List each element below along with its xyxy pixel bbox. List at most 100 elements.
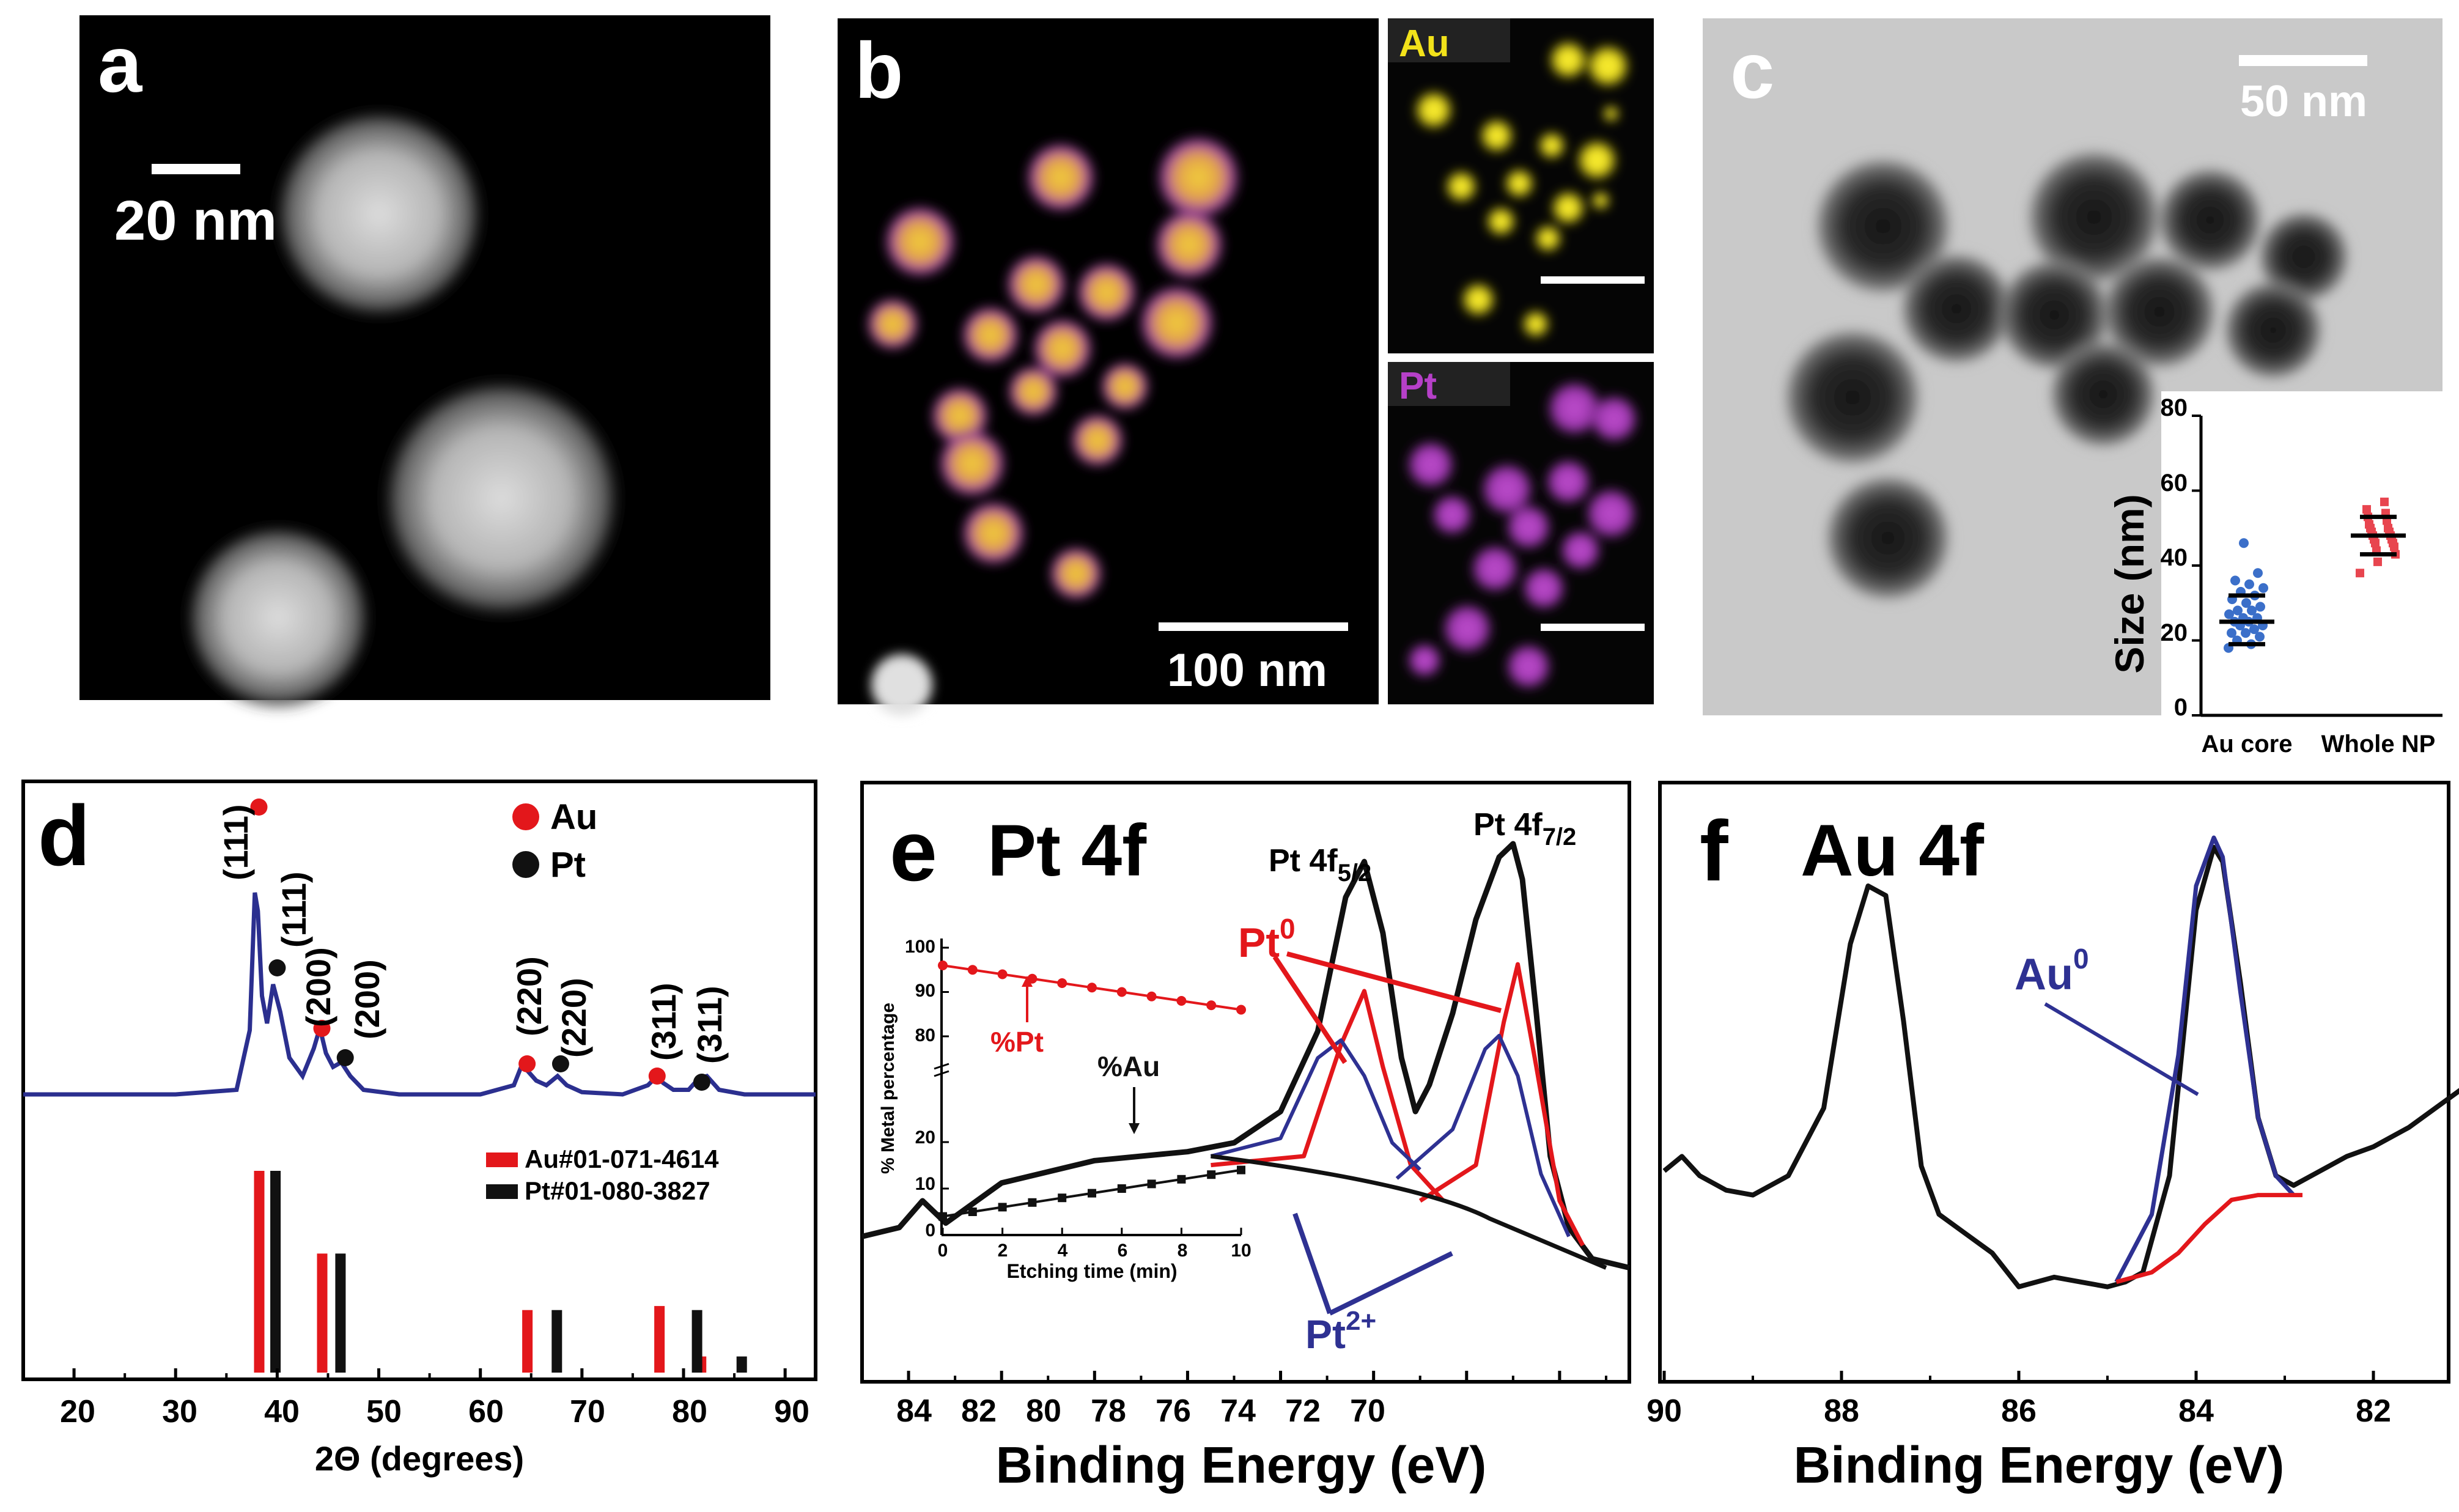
nanoparticle [871,654,932,715]
etch-label-au: %Au [1097,1050,1160,1082]
nanoparticle [1137,283,1217,363]
nanoparticle [1405,439,1456,490]
size-category-au-core: Au core [2202,731,2293,758]
panel-a-letter: a [98,20,143,109]
au-map-label-box [1388,18,1510,62]
xrd-xtick: 60 [468,1394,504,1429]
xps-pt-measured-line [861,841,1631,1270]
panel-f-title: Au 4f [1801,809,1985,891]
au-core-point [2247,605,2257,616]
au-reference-peak [254,1171,265,1373]
nanoparticle [1005,253,1068,316]
whole-np-point [2356,569,2364,578]
xrd-peak-label: (220) [510,956,548,1036]
nanoparticle [1583,486,1639,541]
xrd-xtick: 40 [264,1394,300,1429]
au-core-point [2241,598,2251,608]
au-map-label: Au [1399,23,1450,65]
nanoparticle [1152,208,1226,281]
xps-pt-xtick: 84 [896,1393,932,1429]
pt2-pointer-line [1292,1212,1332,1315]
nanoparticle [1069,412,1126,468]
pt-reference-peak [335,1253,346,1373]
etch-arrow-pt-head [1022,976,1033,987]
au-core-point [2233,605,2243,616]
pt-peak-marker [336,1049,354,1066]
xps-pt2-52-fit [1210,1038,1421,1171]
whole-np-point [2380,497,2389,506]
au0-pointer-line [2044,1002,2199,1096]
etch-ytick: 90 [915,981,935,1001]
etch-xtick: 10 [1231,1241,1251,1261]
xrd-xtick: 80 [672,1394,707,1429]
xrd-pattern-line [23,892,816,1097]
etch-xlabel: Etching time (min) [1006,1260,1177,1282]
nanoparticle [1006,364,1060,418]
panel-b-main-map [838,18,1379,704]
nanoparticle [1521,565,1567,611]
etch-au-point [1207,1170,1216,1179]
xrd-peak-label: (220) [555,978,593,1058]
xps-au-xtick: 90 [1646,1393,1682,1429]
nanoparticle [1503,168,1535,199]
nanoparticle [1544,457,1593,506]
axis-break [934,1063,949,1070]
xps-pt-xtick: 70 [1350,1393,1385,1429]
legend-pt-marker [512,851,539,878]
xrd-xtick: 30 [162,1394,197,1429]
xrd-peak-label: (200) [348,959,386,1039]
size-ytick: 40 [2161,544,2188,571]
etch-au-point [998,1203,1007,1212]
etch-ytick: 20 [915,1127,935,1148]
au-core-point [2230,575,2240,586]
panel-f-letter: f [1700,803,1728,899]
etch-pt-point [1206,1000,1217,1011]
xps-au-background [2115,1193,2302,1285]
au-core-point [2239,538,2249,548]
nanoparticle [1547,39,1589,81]
etch-pt-point [1146,991,1157,1001]
panel-a-scale-bar [152,164,240,174]
xps-au-xtick: 84 [2178,1393,2214,1429]
legend-au-marker [512,803,539,830]
au-peak-marker [648,1068,666,1085]
size-ylabel: Size (nm) [2107,494,2152,673]
etch-ytick: 10 [915,1174,935,1194]
etch-xtick: 6 [1118,1241,1128,1261]
pt-map-label-box [1388,362,1510,406]
nanoparticle [1460,281,1497,318]
panel-e-title: Pt 4f [987,809,1147,891]
panel-d-letter: d [38,787,90,883]
au-peak-marker [518,1055,536,1072]
panel-d: d (111)(111)(200) (200) (220) (220) (311) (31… [21,780,817,1478]
xps-pt0-72-fit [1418,962,1585,1247]
nanoparticle [1780,325,1925,470]
etch-au-point [1058,1193,1067,1203]
xrd-peak-label: (311) [690,986,729,1064]
nanoparticle [1558,528,1602,572]
xrd-peak-label: (111) [216,804,255,880]
nanoparticle [960,304,1021,366]
nanoparticle [1485,205,1517,237]
nanoparticle [1898,250,2015,367]
legend-pt-label: Pt [550,845,586,885]
nanoparticle [1099,361,1151,412]
nanoparticle [1521,309,1550,339]
etch-pt-point [997,969,1008,979]
panel-b: b 100 nm Au Pt [838,18,1654,715]
xrd-xtick: 50 [366,1394,402,1429]
au-core-point [2249,624,2259,635]
xps-pt-xtick: 82 [961,1393,997,1429]
etch-arrow-au-head [1129,1123,1140,1134]
pt-reference-peak [736,1356,747,1373]
nanoparticle [1469,543,1521,594]
pt-map-scale-bar [1541,624,1645,631]
ref-legend-pt-swatch [486,1184,518,1199]
nanoparticle [379,376,624,621]
etch-au-point [1028,1198,1037,1207]
xps-pt-xtick: 76 [1156,1393,1191,1429]
xps-pt-xtick: 72 [1285,1393,1321,1429]
panel-b-scale-bar [1159,622,1348,631]
au-core-point [2227,628,2236,638]
au0-label: Au0 [2015,943,2089,999]
